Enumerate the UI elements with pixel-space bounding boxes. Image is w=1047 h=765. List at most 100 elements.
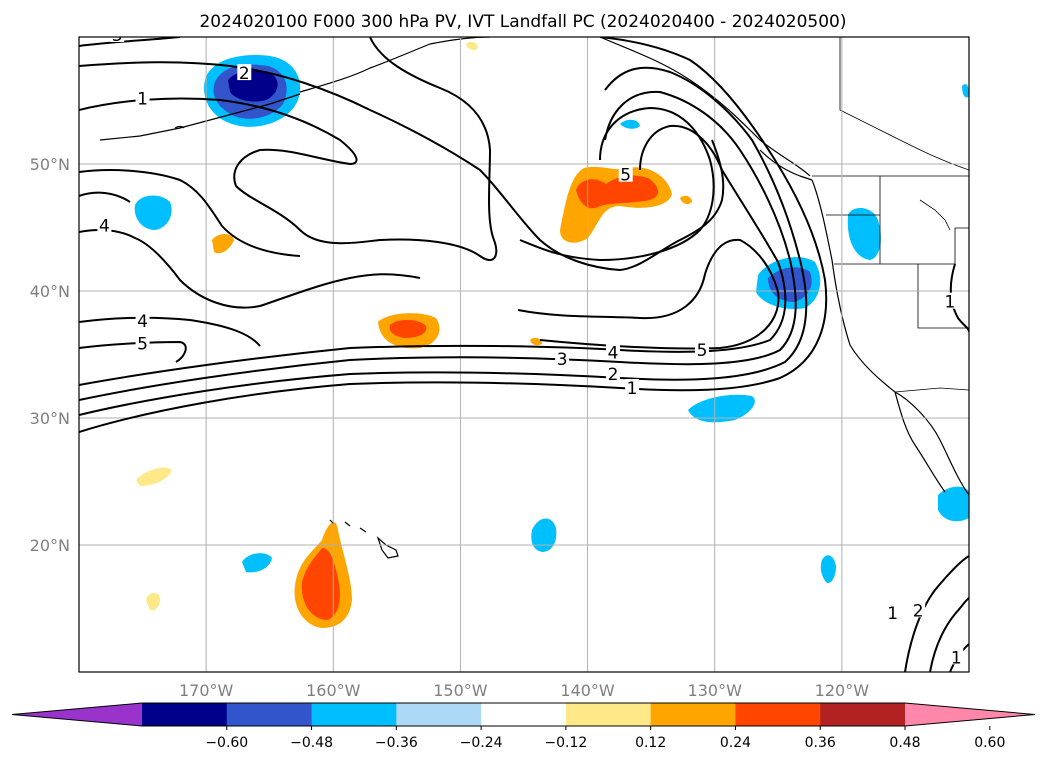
negative-anomaly-west [134,195,172,230]
positive-anomaly-small-3 [212,234,234,254]
coastline-aleutians [99,93,301,141]
contour-label: 4 [99,217,110,237]
contour-label-background [135,311,150,328]
latitude-tick-labels: 50°N 40°N 30°N 20°N [30,155,70,555]
contour-label: 4 [137,312,148,332]
positive-anomaly-small-6 [530,337,542,346]
negative-anomaly-20n [531,518,557,552]
colorbar-tick-label: 0.48 [889,735,920,751]
colorbar-tick-label: −0.36 [375,735,418,751]
coastline-west-islands [174,125,185,129]
contour-label-background [606,365,620,382]
contour-label-background [97,216,112,233]
pv-contour-west-4 [79,229,421,309]
lon-tick-label: 150°W [433,681,488,700]
colorbar-segment [142,703,228,726]
contour-label: 5 [697,341,708,361]
contour-label: 4 [608,344,619,364]
colorbar-tick-label: −0.24 [460,735,503,751]
coastline-bc [759,149,813,181]
coastline-se-alaska [599,37,811,177]
colorbar-extend-low [12,703,142,726]
colorbar-tick-label: −0.48 [290,735,333,751]
negative-anomaly-oregon [847,208,881,260]
pv-contour-west-5 [79,316,261,347]
pv-contour-5 [517,238,780,350]
contour-label: 3 [112,26,123,46]
negative-anomaly-small-gulf [620,119,640,129]
colorbar-tick-label: 0.60 [974,735,1005,751]
colorbar-segment [565,703,652,726]
pv-contour-2 [79,66,808,416]
contour-label: 2 [913,601,924,621]
pv-contour-north-2 [79,61,725,272]
pv-contour-north-3 [79,37,181,47]
border-nv-ca [917,264,969,329]
positive-anomaly-small-4 [466,41,478,51]
borders [812,37,969,393]
contour-label-background [237,64,252,81]
positive-anomaly-small-2 [146,592,160,611]
border-alaska-canada [839,37,969,171]
pv-contour-west-3 [79,169,301,257]
contour-label-background [695,340,709,357]
pv-contour-4 [79,124,787,386]
contour-label: 1 [945,293,956,313]
contour-label: 5 [620,166,631,186]
negative-anomaly-cabo [820,555,836,584]
figure-title: 2024020100 F000 300 hPa PV, IVT Landfall… [199,12,846,32]
colorbar-extend-high [905,703,1035,726]
contour-label-background [606,343,620,360]
colorbar-segment [226,703,313,726]
colorbar-tick-label: 0.24 [720,735,751,751]
contour-label-background [555,349,570,366]
pv-contour-1 [79,37,828,433]
lon-tick-label: 160°W [306,681,361,700]
colorbar-tick-label: 0.36 [805,735,836,751]
positive-anomaly-small-5 [680,195,692,205]
colorbar-outline [11,702,1036,727]
coastline-hawaii [329,519,399,559]
contour-label-background [110,37,125,42]
positive-anomaly-hawaii-core [301,548,340,620]
contour-label-background [885,603,900,620]
colorbar-segment [650,703,736,726]
lat-tick-label: 40°N [30,282,70,301]
contour-label-background [618,165,633,182]
contour-label: 3 [557,350,568,370]
pv-contour-east-1 [949,263,969,333]
contour-label: 1 [887,604,898,624]
colorbar-segment [481,703,567,726]
pv-contour-se-1 [904,555,969,672]
border-mexico [894,387,969,393]
colorbar-segment [311,703,397,726]
negative-anomaly-hawaii-west [242,553,272,573]
positive-anomaly-small-1 [136,467,172,486]
map-background [79,37,969,672]
pv-contour-3 [79,90,797,401]
lon-tick-label: 170°W [179,681,234,700]
negative-anomaly-baja [938,486,969,522]
contour-label-background [942,292,957,309]
pv-contour-se-2 [929,597,969,672]
map-frame [78,36,970,673]
pv-contour-inner [519,106,715,262]
colorbar-segment [820,703,906,726]
contour-label: 2 [239,64,250,84]
lon-tick-label: 120°W [815,681,870,700]
positive-anomaly-mid-pacific-core [389,319,427,338]
contour-label: 1 [137,90,148,110]
negative-anomaly-30n [688,394,755,423]
pv-contours [79,37,969,672]
lon-tick-label: 140°W [560,681,615,700]
coastlines [99,37,969,559]
lat-tick-label: 20°N [30,536,70,555]
contour-label-background [949,648,964,665]
contour-label-background [135,89,150,106]
border-states-interior [919,199,951,231]
contour-label: 5 [137,335,148,355]
pv-contour-west-tick [79,191,131,203]
